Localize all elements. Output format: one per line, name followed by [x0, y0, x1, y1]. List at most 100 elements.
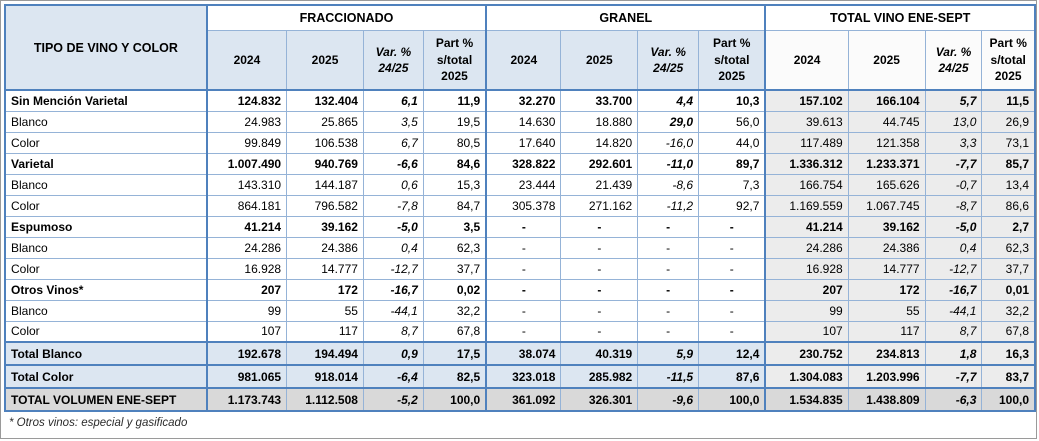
cell: 26,9 [981, 110, 1036, 133]
cell: - [485, 257, 562, 280]
cell: 83,7 [981, 364, 1036, 389]
cell: 1.534.835 [764, 387, 849, 412]
cell: 192.678 [206, 341, 288, 366]
cell: 166.104 [847, 89, 926, 112]
cell: 55 [286, 299, 364, 322]
col-header-granel-2025: 2025 [560, 29, 639, 91]
cell: 84,7 [422, 194, 488, 217]
cell: 16,3 [981, 341, 1036, 366]
col-header-total-part: Part % s/total 2025 [981, 29, 1036, 91]
cell: 67,8 [981, 320, 1036, 343]
cell: - [698, 320, 767, 343]
cell: 41.214 [764, 215, 849, 238]
cell: 14.777 [286, 257, 364, 280]
cell: 940.769 [286, 152, 364, 175]
cell: -6,4 [362, 364, 424, 389]
cell: 2,7 [981, 215, 1036, 238]
cell: 107 [206, 320, 288, 343]
table-row: Color 107 117 8,7 67,8- - - -107 117 8,7 67,8 [4, 320, 1036, 343]
cell: 39.162 [286, 215, 364, 238]
cell: 3,5 [362, 110, 424, 133]
cell: 323.018 [485, 364, 562, 389]
cell: 87,6 [698, 364, 767, 389]
cell: 5,7 [924, 89, 983, 112]
col-header-total-var: Var. % 24/25 [924, 29, 983, 91]
cell: 17.640 [485, 131, 562, 154]
cell: 99 [206, 299, 288, 322]
cell: 3,5 [422, 215, 488, 238]
cell: 55 [847, 299, 926, 322]
cell: - [637, 299, 700, 322]
table-row: Blanco 24.286 24.386 0,4 62,3- - - -24.286 24.38… [4, 236, 1036, 259]
row-label: Sin Mención Varietal [4, 89, 208, 112]
cell: 44,0 [698, 131, 767, 154]
cell: - [560, 278, 639, 301]
cell: 1.336.312 [764, 152, 849, 175]
cell: 13,4 [981, 173, 1036, 196]
cell: - [637, 236, 700, 259]
cell: 0,01 [981, 278, 1036, 301]
cell: 24.286 [206, 236, 288, 259]
cell: - [560, 299, 639, 322]
cell: 84,6 [422, 152, 488, 175]
cell: 796.582 [286, 194, 364, 217]
cell: 8,7 [362, 320, 424, 343]
cell: 0,9 [362, 341, 424, 366]
col-header-fraccionado-var: Var. % 24/25 [362, 29, 424, 91]
col-header-fraccionado-2025: 2025 [286, 29, 364, 91]
cell: 6,1 [362, 89, 424, 112]
cell: 99 [764, 299, 849, 322]
row-label: Espumoso [4, 215, 208, 238]
cell: - [485, 299, 562, 322]
cell: 144.187 [286, 173, 364, 196]
cell: 0,6 [362, 173, 424, 196]
cell: 80,5 [422, 131, 488, 154]
cell: - [637, 215, 700, 238]
table-row: Total Color 981.065 918.014 -6,4 82,5 323.018… [4, 364, 1036, 389]
cell: 117 [286, 320, 364, 343]
cell: 166.754 [764, 173, 849, 196]
cell: 37,7 [981, 257, 1036, 280]
cell: -11,0 [637, 152, 700, 175]
cell: 100,0 [422, 387, 488, 412]
cell: - [698, 257, 767, 280]
col-header-fraccionado-2024: 2024 [206, 29, 288, 91]
cell: 11,9 [422, 89, 488, 112]
cell: 39.613 [764, 110, 849, 133]
col-header-granel-var: Var. % 24/25 [637, 29, 700, 91]
group-header-granel: GRANEL [485, 4, 767, 31]
cell: 92,7 [698, 194, 767, 217]
cell: 85,7 [981, 152, 1036, 175]
cell: 305.378 [485, 194, 562, 217]
table-row: Varietal 1.007.490 940.769 -6,6 84,6 328.822 2… [4, 152, 1036, 175]
cell: 361.092 [485, 387, 562, 412]
cell: 1.233.371 [847, 152, 926, 175]
cell: 1.304.083 [764, 364, 849, 389]
cell: 1.173.743 [206, 387, 288, 412]
row-label: Color [4, 320, 208, 343]
cell: 1.438.809 [847, 387, 926, 412]
cell: -7,8 [362, 194, 424, 217]
cell: - [637, 278, 700, 301]
cell: -12,7 [924, 257, 983, 280]
cell: 981.065 [206, 364, 288, 389]
cell: -16,0 [637, 131, 700, 154]
cell: 82,5 [422, 364, 488, 389]
table-row: Otros Vinos* 207 172 -16,7 0,02- - - -207 172 -16… [4, 278, 1036, 301]
table-row: Color 99.849 106.538 6,7 80,5 17.640 14.820 -16… [4, 131, 1036, 154]
cell: 0,4 [362, 236, 424, 259]
cell: - [698, 299, 767, 322]
table-row: Blanco 99 55 -44,1 32,2- - - -99 55 -44,1 32,2 [4, 299, 1036, 322]
cell: 62,3 [422, 236, 488, 259]
cell: 32,2 [981, 299, 1036, 322]
row-label: Total Color [4, 364, 208, 389]
cell: -11,2 [637, 194, 700, 217]
cell: - [698, 215, 767, 238]
cell: 16.928 [206, 257, 288, 280]
cell: -11,5 [637, 364, 700, 389]
cell: - [485, 320, 562, 343]
cell: 100,0 [698, 387, 767, 412]
col-header-fraccionado-part: Part % s/total 2025 [422, 29, 488, 91]
wine-volume-table: TIPO DE VINO Y COLOR FRACCIONADO GRANEL … [4, 4, 1036, 412]
